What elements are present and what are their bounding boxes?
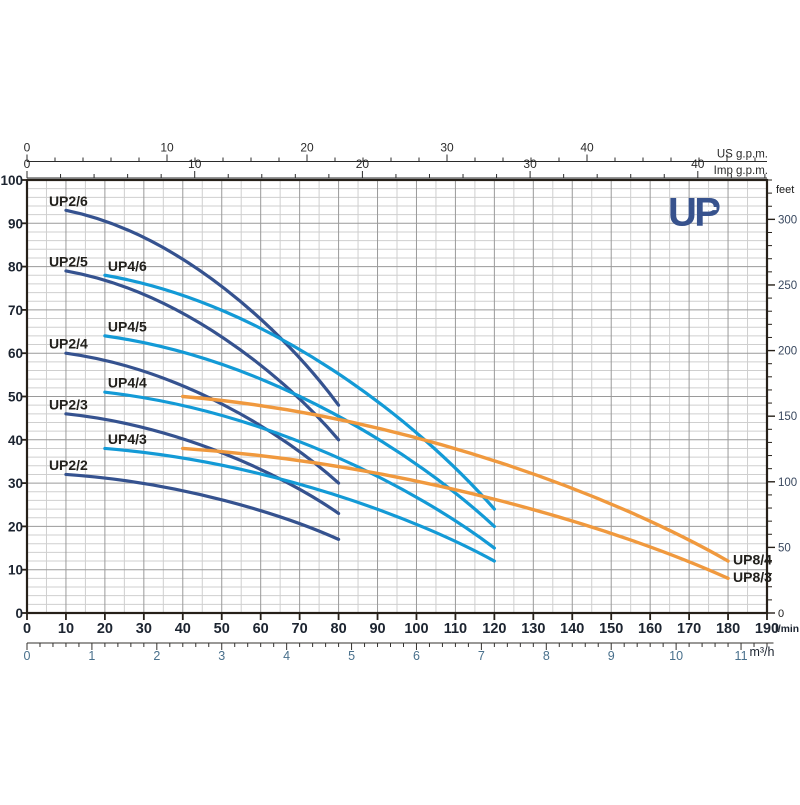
svg-text:UP8/4: UP8/4 — [733, 552, 772, 568]
svg-text:170: 170 — [677, 621, 701, 637]
svg-text:0: 0 — [15, 606, 23, 621]
svg-text:50: 50 — [214, 621, 230, 637]
svg-text:30: 30 — [136, 621, 152, 637]
svg-text:50: 50 — [778, 542, 791, 554]
svg-text:250: 250 — [778, 280, 797, 292]
svg-text:5: 5 — [348, 649, 355, 663]
svg-text:UP2/2: UP2/2 — [49, 457, 88, 473]
svg-text:2: 2 — [153, 649, 160, 663]
svg-text:40: 40 — [8, 433, 23, 448]
svg-text:180: 180 — [716, 621, 740, 637]
svg-text:100: 100 — [778, 477, 797, 489]
svg-text:UP2/4: UP2/4 — [49, 336, 88, 352]
svg-text:10: 10 — [8, 563, 23, 578]
svg-text:30: 30 — [523, 157, 537, 171]
svg-text:9: 9 — [608, 649, 615, 663]
svg-text:feet: feet — [776, 184, 794, 196]
svg-text:10: 10 — [160, 141, 174, 155]
svg-text:Imp g.p.m.: Imp g.p.m. — [714, 165, 768, 177]
svg-text:6: 6 — [413, 649, 420, 663]
svg-text:UP2/3: UP2/3 — [49, 396, 88, 412]
svg-text:120: 120 — [482, 621, 506, 637]
svg-text:300: 300 — [778, 214, 797, 226]
svg-text:7: 7 — [478, 649, 485, 663]
svg-text:3: 3 — [218, 649, 225, 663]
svg-text:150: 150 — [778, 411, 797, 423]
svg-text:0: 0 — [24, 141, 31, 155]
svg-text:US g.p.m.: US g.p.m. — [717, 149, 768, 161]
svg-text:0: 0 — [24, 649, 31, 663]
svg-text:20: 20 — [8, 519, 23, 534]
svg-text:30: 30 — [8, 476, 23, 491]
svg-text:0: 0 — [24, 157, 31, 171]
svg-text:10: 10 — [58, 621, 74, 637]
svg-text:4: 4 — [283, 649, 290, 663]
svg-text:160: 160 — [638, 621, 662, 637]
svg-text:60: 60 — [8, 346, 23, 361]
svg-text:UP2/5: UP2/5 — [49, 253, 88, 269]
svg-text:UP4/5: UP4/5 — [108, 318, 147, 334]
svg-text:70: 70 — [292, 621, 308, 637]
svg-text:40: 40 — [175, 621, 191, 637]
svg-text:150: 150 — [599, 621, 623, 637]
svg-text:40: 40 — [691, 157, 705, 171]
svg-text:UP4/4: UP4/4 — [108, 375, 147, 391]
svg-text:40: 40 — [580, 141, 594, 155]
svg-text:130: 130 — [521, 621, 545, 637]
svg-text:m³/h: m³/h — [749, 645, 774, 659]
svg-text:l/min: l/min — [775, 624, 799, 635]
svg-text:UP: UP — [668, 191, 720, 235]
svg-text:0: 0 — [778, 608, 784, 620]
svg-text:200: 200 — [778, 346, 797, 358]
svg-text:80: 80 — [8, 260, 23, 275]
svg-text:20: 20 — [356, 157, 370, 171]
svg-text:100: 100 — [404, 621, 428, 637]
svg-text:80: 80 — [331, 621, 347, 637]
svg-text:UP8/3: UP8/3 — [733, 569, 772, 585]
svg-text:90: 90 — [8, 216, 23, 231]
svg-text:20: 20 — [97, 621, 113, 637]
svg-text:0: 0 — [23, 621, 31, 637]
svg-text:70: 70 — [8, 303, 23, 318]
svg-text:10: 10 — [188, 157, 202, 171]
svg-text:1: 1 — [88, 649, 95, 663]
svg-text:UP4/6: UP4/6 — [108, 258, 147, 274]
svg-text:140: 140 — [560, 621, 584, 637]
svg-text:110: 110 — [444, 621, 467, 637]
svg-text:UP2/6: UP2/6 — [49, 193, 88, 209]
svg-text:10: 10 — [669, 649, 683, 663]
svg-text:30: 30 — [440, 141, 454, 155]
svg-text:11: 11 — [735, 649, 748, 663]
svg-text:50: 50 — [8, 390, 23, 405]
svg-text:UP4/3: UP4/3 — [108, 431, 147, 447]
svg-text:20: 20 — [300, 141, 314, 155]
svg-text:90: 90 — [369, 621, 385, 637]
svg-text:8: 8 — [543, 649, 550, 663]
svg-text:60: 60 — [253, 621, 269, 637]
svg-text:100: 100 — [0, 173, 23, 188]
